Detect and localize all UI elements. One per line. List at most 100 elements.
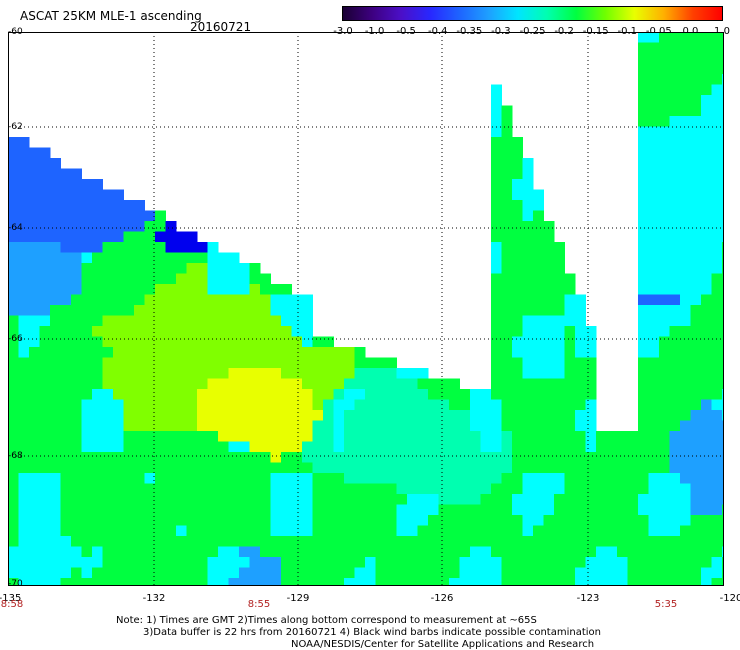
data-cell <box>701 410 712 421</box>
data-cell <box>71 336 82 348</box>
data-cell <box>680 95 691 106</box>
data-cell <box>438 525 450 537</box>
data-cell <box>18 420 30 432</box>
data-cell <box>480 578 492 586</box>
data-cell <box>354 578 366 586</box>
data-cell <box>701 252 712 264</box>
data-cell <box>218 441 229 453</box>
data-cell <box>354 399 366 411</box>
data-cell <box>81 462 93 474</box>
data-cell <box>659 399 670 411</box>
data-cell <box>291 578 303 586</box>
data-cell <box>354 473 366 484</box>
data-cell <box>659 378 670 390</box>
data-cell <box>512 441 523 453</box>
data-cell <box>165 420 177 432</box>
data-cell <box>512 389 523 400</box>
data-cell <box>491 557 502 568</box>
data-cell <box>512 557 523 568</box>
data-cell <box>459 546 471 558</box>
data-cell <box>480 462 492 474</box>
colorbar-tick-label: -0.1 <box>617 26 638 37</box>
data-cell <box>165 242 177 253</box>
data-cell <box>533 567 544 579</box>
data-cell <box>396 431 408 442</box>
data-cell <box>659 84 670 96</box>
data-cell <box>365 399 376 411</box>
data-cell <box>438 378 450 390</box>
data-cell <box>186 357 198 369</box>
footer-note-1: Note: 1) Times are GMT 2)Times along bot… <box>116 615 537 626</box>
data-cell <box>606 452 618 463</box>
data-cell <box>197 242 208 253</box>
data-cell <box>71 410 82 421</box>
data-cell <box>186 567 198 579</box>
data-cell <box>81 200 93 211</box>
data-cell <box>491 378 502 390</box>
data-cell <box>701 347 712 358</box>
data-cell <box>701 179 712 190</box>
data-cell <box>711 410 723 421</box>
data-cell <box>281 305 292 316</box>
data-cell <box>375 567 387 579</box>
data-cell <box>512 399 523 411</box>
data-cell <box>92 326 103 337</box>
data-cell <box>375 357 387 369</box>
data-cell <box>71 168 82 180</box>
data-cell <box>302 504 313 516</box>
data-cell <box>144 378 156 390</box>
data-cell <box>449 378 460 390</box>
data-cell <box>501 273 513 285</box>
product-date: 20160721 <box>190 20 252 34</box>
data-cell <box>669 536 681 547</box>
data-cell <box>522 546 534 558</box>
data-cell <box>375 389 387 400</box>
data-cell <box>638 242 649 253</box>
data-cell <box>522 515 534 526</box>
data-cell <box>386 399 397 411</box>
data-cell <box>396 525 408 537</box>
data-cell <box>281 326 292 337</box>
data-cell <box>134 578 145 586</box>
data-cell <box>617 483 628 495</box>
data-cell <box>585 452 597 463</box>
data-cell <box>375 378 387 390</box>
data-cell <box>459 494 471 505</box>
data-cell <box>501 326 513 337</box>
data-cell <box>155 462 166 474</box>
data-cell <box>711 420 723 432</box>
data-cell <box>690 284 702 295</box>
data-cell <box>92 263 103 274</box>
data-cell <box>575 557 586 568</box>
data-cell <box>480 410 492 421</box>
data-cell <box>501 536 513 547</box>
data-cell <box>501 137 513 148</box>
data-cell <box>113 357 124 369</box>
data-cell <box>207 462 219 474</box>
data-cell <box>102 252 114 264</box>
data-cell <box>134 452 145 463</box>
data-cell <box>270 452 282 463</box>
data-cell <box>638 305 649 316</box>
data-cell <box>81 410 93 421</box>
data-cell <box>690 567 702 579</box>
data-cell <box>8 273 19 285</box>
data-cell <box>312 336 324 348</box>
data-cell <box>113 315 124 327</box>
data-cell <box>554 441 565 453</box>
data-cell <box>522 483 534 495</box>
data-cell <box>50 189 61 201</box>
data-cell <box>155 294 166 306</box>
data-cell <box>522 452 534 463</box>
data-cell <box>669 567 681 579</box>
data-cell <box>186 578 198 586</box>
data-cell <box>218 357 229 369</box>
data-cell <box>113 389 124 400</box>
data-cell <box>8 410 19 421</box>
data-cell <box>165 504 177 516</box>
data-cell <box>501 410 513 421</box>
data-cell <box>92 221 103 232</box>
data-cell <box>8 557 19 568</box>
data-cell <box>680 158 691 169</box>
data-cell <box>8 347 19 358</box>
